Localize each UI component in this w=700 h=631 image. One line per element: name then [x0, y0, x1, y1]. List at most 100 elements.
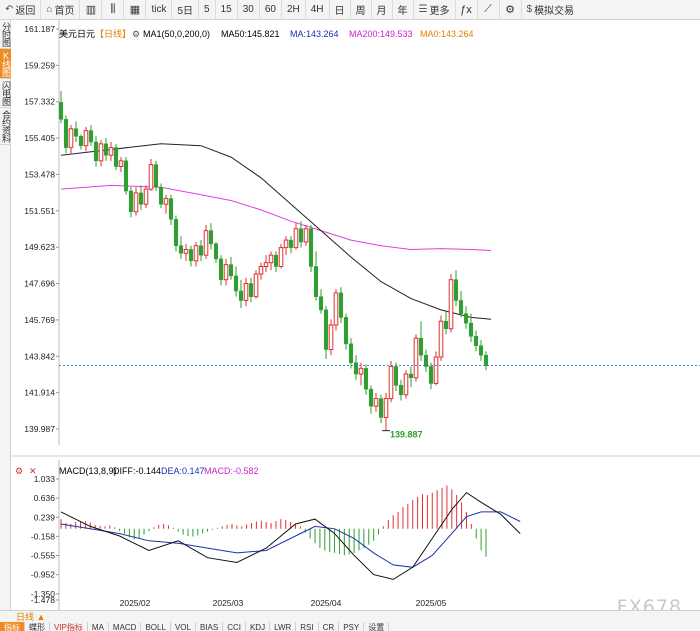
macd-close-icon[interactable]: ✕: [29, 466, 37, 476]
indicator-tab-vip[interactable]: VIP指标: [50, 622, 88, 631]
candle: [353, 355, 359, 380]
candle: [228, 257, 234, 280]
candle: [273, 251, 279, 273]
candle: [73, 121, 79, 142]
macd-axis: 1.033 0.636 0.239 -0.158 -0.555 -0.952 -1.350-…: [31, 474, 59, 605]
macd-header: ⚙ ✕ MACD(13,8,9) DIFF:-0.144 DEA:0.147 M…: [15, 466, 259, 476]
indicator-tab-cr[interactable]: CR: [319, 622, 340, 631]
indicator-tab-ma[interactable]: MA: [88, 622, 109, 631]
chart-type-button[interactable]: ▥: [80, 0, 103, 19]
candle: [63, 115, 69, 154]
side-tab-contract[interactable]: 合约资料: [0, 108, 11, 145]
price-tick-label: 141.914: [24, 388, 55, 398]
candle: [433, 351, 439, 386]
period-tick[interactable]: tick: [146, 0, 173, 19]
period-week[interactable]: 周: [351, 0, 372, 19]
candle: [358, 362, 364, 386]
candle-body: [473, 336, 479, 346]
compare-button[interactable]: ▦: [124, 0, 147, 19]
settings-button[interactable]: ⚙: [500, 0, 522, 19]
function-button[interactable]: ƒx: [456, 0, 478, 19]
candles-icon: ⫼: [110, 3, 116, 15]
back-button[interactable]: ↶ 返回: [0, 0, 42, 19]
low-annotation: 139.887: [382, 430, 423, 440]
period-year[interactable]: 年: [393, 0, 414, 19]
candle-body: [68, 128, 74, 149]
candle: [178, 236, 184, 259]
candle-body: [368, 388, 374, 407]
side-tab-timeshare[interactable]: 分时图: [0, 20, 11, 49]
chart-canvas[interactable]: 美元日元 【日线】 ⚙ MA1(50,0,200,0) MA50:145.821…: [11, 20, 700, 610]
period-day[interactable]: 日: [330, 0, 351, 19]
period-5min[interactable]: 5: [199, 0, 216, 19]
candle: [318, 289, 324, 314]
candle-body: [113, 147, 119, 167]
candle: [428, 362, 434, 390]
low-annotation-label: 139.887: [390, 430, 423, 440]
candle: [253, 270, 259, 299]
bottom-bar: 日线 ▲ 指标 蝶形 VIP指标 MA MACD BOLL VOL BIAS CCI KDJ LWR…: [0, 610, 700, 631]
candle: [78, 134, 84, 150]
side-tab-flash[interactable]: 闪电图: [0, 79, 11, 108]
indicator-tab-macd[interactable]: MACD: [109, 622, 142, 631]
indicator-tab-bias[interactable]: BIAS: [196, 622, 224, 631]
indicator-tab-rsi[interactable]: RSI: [296, 622, 319, 631]
indicator-tab-cci[interactable]: CCI: [223, 622, 246, 631]
period-5day[interactable]: 5日: [172, 0, 199, 19]
period-30min[interactable]: 30: [238, 0, 260, 19]
period-selector[interactable]: 日线 ▲: [16, 612, 46, 622]
period-month[interactable]: 月: [372, 0, 393, 19]
price-tick-label: 155.405: [24, 133, 55, 143]
candle-body: [168, 198, 174, 220]
indicator-tab-kdj[interactable]: KDJ: [246, 622, 271, 631]
candle: [268, 251, 274, 271]
macd-tick-label: -0.555: [31, 551, 55, 561]
indicator-tab-indicator[interactable]: 指标: [0, 622, 25, 631]
candle-body: [338, 292, 344, 318]
candle-body: [203, 230, 209, 256]
candle-body: [193, 245, 199, 262]
period-4h[interactable]: 4H: [306, 0, 330, 19]
macd-dea-value: DEA:0.147: [161, 466, 205, 476]
side-tab-kline[interactable]: K线图: [0, 49, 11, 79]
candle-body: [448, 279, 454, 330]
candle-body: [373, 398, 379, 407]
indicator-tab-butterfly[interactable]: 蝶形: [25, 622, 50, 631]
symbol-name: 美元日元: [59, 28, 95, 39]
indicator-tab-lwr[interactable]: LWR: [270, 622, 297, 631]
candle-body: [348, 343, 354, 363]
candle: [278, 243, 284, 269]
candle-body: [308, 228, 314, 267]
indicator-tab-vol[interactable]: VOL: [171, 622, 196, 631]
simulate-trade-button[interactable]: $ 模拟交易: [526, 4, 575, 17]
period-2h[interactable]: 2H: [282, 0, 306, 19]
macd-settings-icon[interactable]: ⚙: [15, 466, 23, 476]
candle-body: [483, 354, 489, 366]
macd-tick-label: 0.239: [34, 512, 56, 522]
candle-body: [103, 143, 109, 156]
candle-body: [273, 254, 279, 267]
candle: [418, 321, 424, 361]
candle-body: [73, 128, 79, 137]
indicator-button[interactable]: ⫼: [102, 0, 125, 19]
candle: [363, 364, 369, 395]
date-tick-label: 2025/02: [120, 598, 151, 608]
candle: [333, 289, 339, 331]
indicator-tab-boll[interactable]: BOLL: [141, 622, 171, 631]
ma-settings-icon[interactable]: ⚙: [132, 29, 140, 39]
candle-body: [98, 143, 104, 162]
indicator-tab-settings[interactable]: 设置: [364, 622, 390, 631]
trend-button[interactable]: ⟋: [478, 0, 500, 19]
home-button[interactable]: ⌂ 首页: [41, 0, 81, 19]
candle: [83, 126, 89, 152]
period-15min[interactable]: 15: [216, 0, 238, 19]
candle: [208, 223, 214, 250]
indicator-tab-psy[interactable]: PSY: [339, 622, 365, 631]
candle-body: [403, 373, 409, 396]
more-button[interactable]: ☰ 更多: [414, 0, 456, 19]
candle-body: [243, 282, 249, 301]
candle: [408, 366, 414, 388]
period-60min[interactable]: 60: [260, 0, 282, 19]
candle-body: [143, 188, 149, 205]
